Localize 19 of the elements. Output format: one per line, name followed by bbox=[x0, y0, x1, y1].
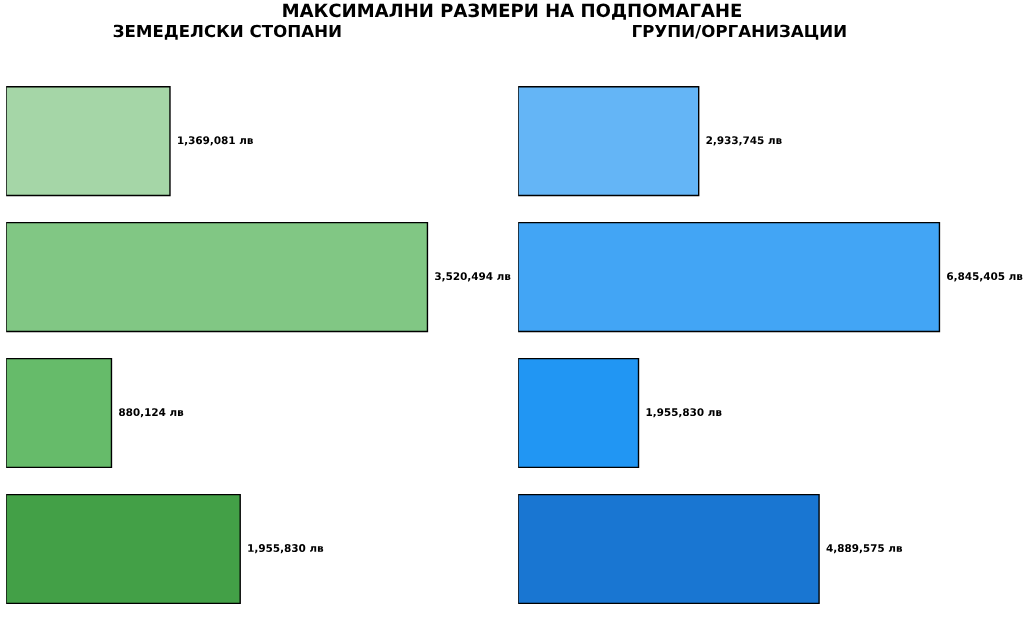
data-label: 1,955,830 лв bbox=[646, 408, 722, 418]
data-label: 2,933,745 лв bbox=[706, 136, 782, 146]
bar bbox=[518, 86, 700, 197]
bar bbox=[6, 493, 241, 605]
data-label: 1,955,830 лв bbox=[248, 544, 324, 554]
bar bbox=[6, 86, 171, 197]
data-label: 1,369,081 лв bbox=[178, 136, 253, 146]
bar bbox=[518, 493, 820, 605]
bar bbox=[518, 221, 941, 333]
bar bbox=[6, 357, 113, 469]
data-label: 4,889,575 лв bbox=[826, 544, 903, 554]
text: МАКСИМАЛНИ РАЗМЕРИ НА ПОДПОМАГАНЕ bbox=[283, 3, 742, 20]
bar bbox=[518, 357, 640, 469]
data-label: 6,845,405 лв bbox=[947, 272, 1023, 282]
data-label: 3,520,494 лв bbox=[435, 272, 511, 282]
chart-title: ЗЕМЕДЕЛСКИ СТОПАНИ bbox=[113, 24, 341, 40]
chart-title: ГРУПИ/ОРГАНИЗАЦИИ bbox=[633, 24, 846, 40]
data-label: 880,124 лв bbox=[119, 408, 184, 418]
bar bbox=[6, 221, 429, 333]
